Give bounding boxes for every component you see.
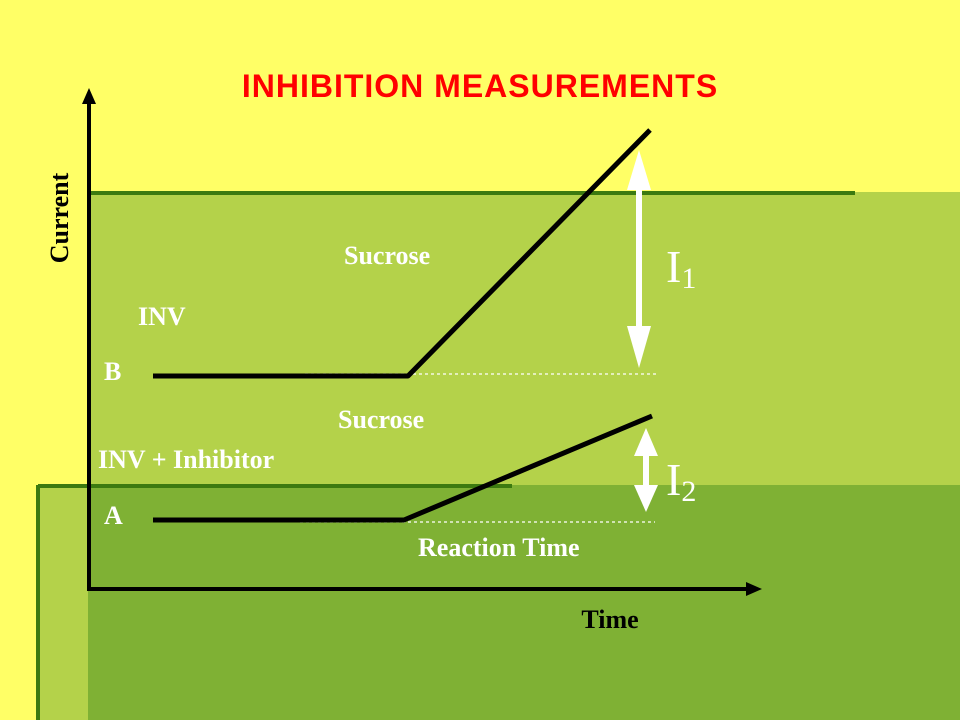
delta-1-label: I1 xyxy=(666,241,696,295)
delta-1-subscript: 1 xyxy=(681,262,696,295)
band-left-edge xyxy=(36,485,40,720)
curve-a-enzyme-label: INV + Inhibitor xyxy=(98,445,274,474)
delta-2-label: I2 xyxy=(666,454,696,508)
curve-a-marker: A xyxy=(104,501,123,530)
curve-b xyxy=(153,128,652,379)
curve-b-marker: B xyxy=(104,357,121,386)
delta-1-arrow xyxy=(627,150,651,368)
curve-b-substrate-label: Sucrose xyxy=(344,241,430,270)
x-axis-label: Time xyxy=(581,605,638,634)
x-axis-arrowhead xyxy=(746,582,762,596)
reaction-time-label: Reaction Time xyxy=(418,533,580,562)
delta-2-letter: I xyxy=(666,454,681,505)
band-dark-green xyxy=(88,485,960,720)
y-axis-label: Current xyxy=(45,172,74,263)
curve-a-substrate-label: Sucrose xyxy=(338,405,424,434)
delta-1-letter: I xyxy=(666,241,681,292)
delta-2-subscript: 2 xyxy=(681,475,696,508)
curve-b-enzyme-label: INV xyxy=(138,302,186,331)
y-axis-arrowhead xyxy=(82,88,96,104)
delta-2-arrow xyxy=(634,428,658,512)
curve-a xyxy=(153,413,653,523)
page-title: INHIBITION MEASUREMENTS xyxy=(242,68,718,104)
